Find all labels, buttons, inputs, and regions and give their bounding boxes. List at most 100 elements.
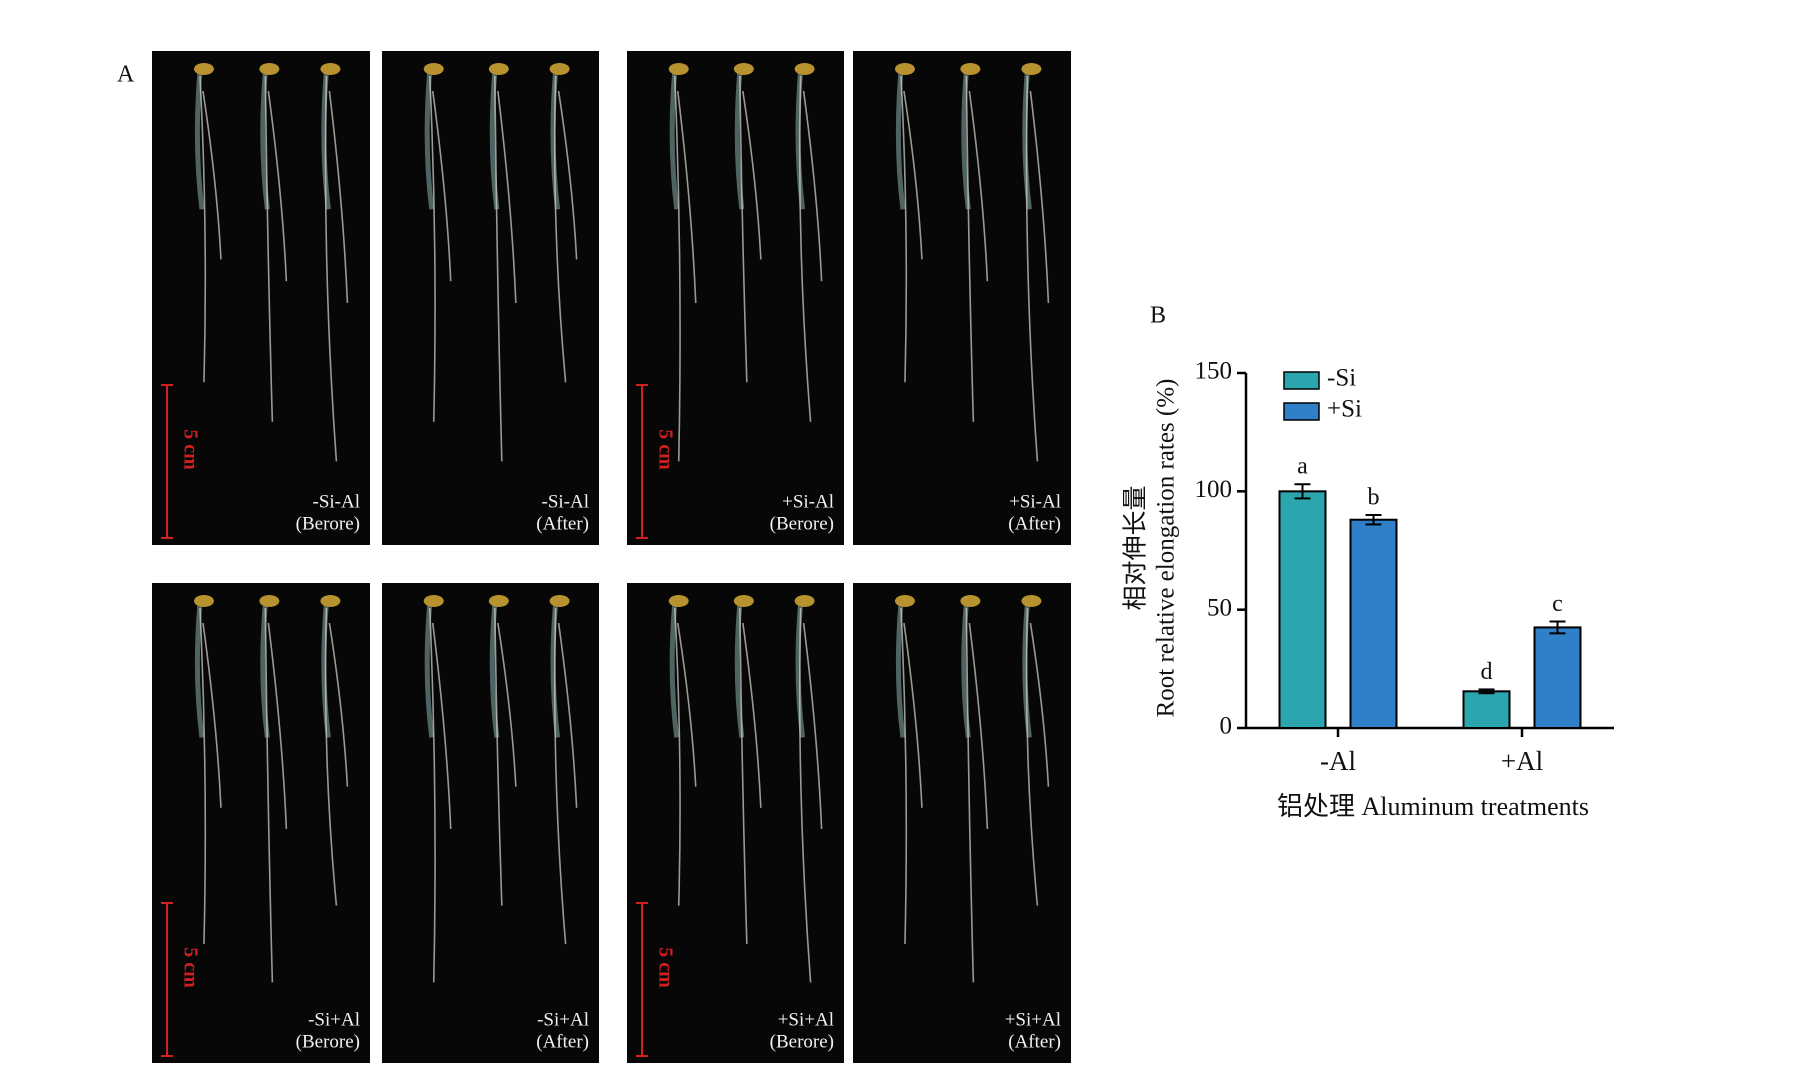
seed [193, 63, 214, 75]
stem [795, 602, 806, 738]
image-label: -Si-Al [542, 491, 590, 512]
y-tick-label: 100 [1195, 476, 1233, 503]
stem [550, 602, 561, 738]
stem [194, 602, 205, 738]
root [497, 622, 517, 787]
root [968, 622, 989, 829]
root [494, 607, 503, 906]
panel-label: B [1150, 303, 1166, 329]
image-label: +Si-Al [1009, 491, 1061, 512]
seed [320, 595, 341, 607]
root [900, 607, 908, 945]
seed [960, 63, 981, 75]
root [428, 75, 436, 422]
bar [1533, 626, 1582, 730]
root [676, 622, 697, 787]
root [553, 607, 567, 945]
root [431, 90, 452, 282]
root [553, 75, 567, 383]
stem [895, 70, 906, 210]
root [328, 622, 349, 787]
image-label: (After) [536, 1031, 589, 1052]
root [802, 90, 823, 282]
root [267, 90, 288, 282]
significance-label: d [1481, 659, 1493, 685]
root [802, 622, 823, 829]
image-label: +Si-Al [782, 491, 834, 512]
seed [423, 595, 444, 607]
seed [1021, 595, 1042, 607]
root [497, 90, 517, 303]
photo: -Si-Al(Berore) 5 cm [152, 51, 370, 545]
root [798, 607, 812, 983]
scale-bar-label: 5 cm [654, 429, 676, 470]
seed [894, 595, 915, 607]
root [1029, 90, 1050, 303]
stem [424, 70, 435, 210]
y-tick-label: 0 [1220, 713, 1233, 740]
image-label: (Berore) [770, 1031, 834, 1052]
root [202, 622, 222, 808]
stem [961, 602, 971, 738]
stem [489, 602, 500, 738]
root [1029, 622, 1050, 787]
stem [795, 70, 806, 210]
stem [550, 70, 561, 210]
stem [321, 602, 331, 738]
root [676, 90, 697, 303]
root [1025, 607, 1039, 906]
seed [794, 63, 815, 75]
seed [259, 63, 280, 75]
seed [668, 63, 689, 75]
root [324, 75, 338, 462]
root [557, 622, 578, 808]
seed [488, 595, 509, 607]
root [1025, 75, 1039, 462]
seed [193, 595, 214, 607]
root [798, 75, 812, 422]
significance-label: a [1297, 454, 1308, 480]
root [199, 75, 207, 383]
root [965, 607, 975, 983]
legend-label: +Si [1327, 396, 1362, 423]
root [742, 622, 762, 808]
image-label: -Si+Al [308, 1009, 360, 1030]
root [494, 75, 503, 462]
stem [424, 602, 435, 738]
photo: +Si-Al(After) [853, 51, 1071, 545]
seed [894, 63, 915, 75]
x-tick-label: +Al [1501, 746, 1543, 776]
photo: +Si+Al(After) [853, 583, 1071, 1063]
root [264, 607, 274, 983]
seed [1021, 63, 1042, 75]
stem [489, 70, 500, 210]
seed [488, 63, 509, 75]
significance-label: c [1552, 591, 1563, 617]
legend-label: -Si [1327, 365, 1356, 392]
scale-bar-label: 5 cm [179, 947, 201, 988]
root [557, 90, 578, 260]
y-axis-label: 相对伸长量 [1122, 485, 1150, 610]
stem [260, 70, 270, 210]
seed [960, 595, 981, 607]
seed [320, 63, 341, 75]
stem [194, 70, 205, 210]
image-label: +Si+Al [1005, 1009, 1061, 1030]
root [965, 75, 975, 422]
stem [669, 602, 680, 738]
bar [1349, 518, 1398, 729]
stem [669, 70, 680, 210]
y-tick-label: 50 [1207, 594, 1232, 621]
root [431, 622, 452, 829]
legend-swatch [1283, 402, 1320, 421]
seed [259, 595, 280, 607]
bar [1462, 690, 1511, 729]
image-label: (Berore) [296, 513, 360, 534]
image-label: (After) [536, 513, 589, 534]
root [428, 607, 436, 983]
image-label: (Berore) [296, 1031, 360, 1052]
root [199, 607, 207, 945]
seed [668, 595, 689, 607]
root [739, 75, 748, 383]
